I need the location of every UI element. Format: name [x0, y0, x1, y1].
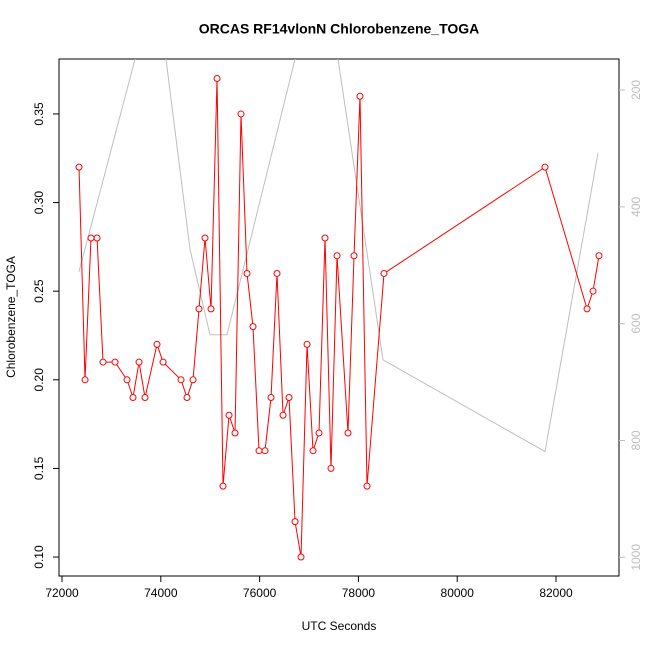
data-point	[380, 269, 388, 277]
data-point	[273, 269, 281, 277]
data-point	[213, 74, 221, 82]
data-point	[363, 482, 371, 490]
y-axis-label: Chlorobenzene_TOGA	[4, 256, 18, 378]
x-tick-label: 78000	[342, 586, 376, 600]
y2-tick-label: 800	[629, 430, 643, 450]
y-tick-label: 0.30	[32, 191, 46, 215]
data-point	[111, 358, 119, 366]
data-point	[141, 394, 149, 402]
data-point	[243, 269, 251, 277]
y2-tick-label: 1000	[629, 544, 643, 571]
data-point	[333, 252, 341, 260]
y-tick-label: 0.10	[32, 545, 46, 569]
chart-title: ORCAS RF14vlonN Chlorobenzene_TOGA	[199, 21, 480, 37]
data-point	[129, 394, 137, 402]
y-tick-label: 0.20	[32, 368, 46, 392]
data-point	[123, 376, 131, 384]
data-point	[195, 305, 203, 313]
x-axis-label: UTC Seconds	[302, 619, 377, 633]
data-point	[291, 518, 299, 526]
data-point	[285, 394, 293, 402]
data-point	[297, 553, 305, 561]
data-point	[159, 358, 167, 366]
x-tick-label: 72000	[45, 586, 79, 600]
data-point	[135, 358, 143, 366]
y2-tick-label: 200	[629, 80, 643, 100]
data-point	[315, 429, 323, 437]
data-point	[177, 376, 185, 384]
data-point	[201, 234, 209, 242]
data-point	[75, 163, 83, 171]
data-point	[344, 429, 352, 437]
data-point	[583, 305, 591, 313]
data-point	[219, 482, 227, 490]
data-point	[249, 323, 257, 331]
series-line	[78, 78, 600, 558]
x-tick-label: 80000	[441, 586, 475, 600]
y2-tick-label: 600	[629, 313, 643, 333]
x-tick-label: 76000	[243, 586, 277, 600]
data-point	[87, 234, 95, 242]
plot-area	[75, 59, 603, 561]
data-point	[225, 411, 233, 419]
data-point	[541, 163, 549, 171]
data-point	[153, 340, 161, 348]
data-point	[189, 376, 197, 384]
data-point	[237, 110, 245, 118]
data-point	[350, 252, 358, 260]
data-point	[303, 340, 311, 348]
data-point	[267, 394, 275, 402]
data-point	[595, 252, 603, 260]
data-point	[356, 92, 364, 100]
y-tick-label: 0.15	[32, 456, 46, 480]
data-point	[261, 447, 269, 455]
data-point	[309, 447, 317, 455]
data-point	[255, 447, 263, 455]
plot-frame	[58, 58, 620, 577]
x-tick-label: 82000	[539, 586, 573, 600]
y-tick-label: 0.35	[32, 102, 46, 126]
data-point	[93, 234, 101, 242]
y-tick-label: 0.25	[32, 279, 46, 303]
data-point	[183, 394, 191, 402]
data-point	[321, 234, 329, 242]
x-tick-label: 74000	[144, 586, 178, 600]
data-point	[589, 287, 597, 295]
data-point	[279, 411, 287, 419]
data-point	[99, 358, 107, 366]
series-line	[78, 59, 599, 453]
y2-tick-label: 400	[629, 196, 643, 216]
data-point	[231, 429, 239, 437]
data-point	[327, 464, 335, 472]
data-point	[207, 305, 215, 313]
data-point	[81, 376, 89, 384]
